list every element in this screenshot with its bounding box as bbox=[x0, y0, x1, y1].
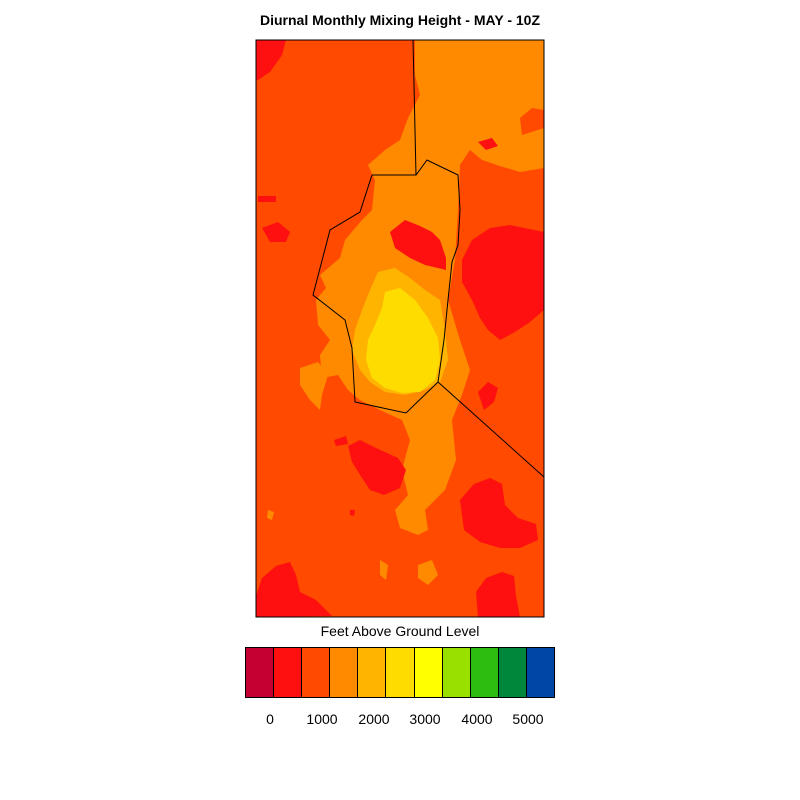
color-swatch bbox=[302, 648, 331, 697]
contour-red-west bbox=[262, 222, 290, 242]
contour-red-nw bbox=[256, 40, 286, 80]
color-swatch bbox=[498, 648, 527, 697]
contour-red-mid bbox=[348, 440, 406, 495]
legend-title: Feet Above Ground Level bbox=[320, 623, 480, 639]
color-swatch bbox=[246, 648, 275, 697]
color-swatch bbox=[526, 648, 555, 697]
contour-orange-east bbox=[415, 60, 544, 118]
legend-tick-label: 0 bbox=[266, 711, 274, 727]
contour-red-west-dot bbox=[258, 196, 276, 202]
contour-red-se bbox=[460, 478, 538, 548]
contour-red-s-dot bbox=[350, 510, 355, 516]
legend-tick-label: 1000 bbox=[306, 711, 338, 727]
color-swatch bbox=[358, 648, 387, 697]
contour-orange-s3 bbox=[267, 510, 274, 520]
legend-tick-label: 5000 bbox=[512, 711, 544, 727]
boundary-line-north bbox=[412, 40, 417, 176]
color-swatch bbox=[470, 648, 499, 697]
contour-red-east-small bbox=[478, 382, 498, 410]
legend-tick-label: 3000 bbox=[409, 711, 441, 727]
color-swatch bbox=[330, 648, 359, 697]
legend-tick-label: 4000 bbox=[461, 711, 493, 727]
legend-tick-label: 2000 bbox=[358, 711, 390, 727]
contour-orange-s1 bbox=[380, 560, 388, 580]
contour-orange-north bbox=[316, 40, 544, 535]
contour-yellow-core bbox=[366, 288, 440, 393]
map-title: Diurnal Monthly Mixing Height - MAY - 10… bbox=[259, 12, 540, 28]
color-swatch bbox=[442, 648, 471, 697]
contour-red-s bbox=[476, 572, 520, 617]
boundary-polygon bbox=[312, 159, 461, 414]
contour-orange-sw bbox=[300, 362, 328, 410]
color-swatch bbox=[414, 648, 443, 697]
contour-red-sw bbox=[256, 562, 332, 617]
contour-red-east bbox=[462, 225, 544, 340]
color-swatch bbox=[274, 648, 303, 697]
contour-red-ne-dot bbox=[478, 138, 498, 150]
contour-red-center bbox=[390, 220, 446, 270]
map-frame bbox=[255, 39, 545, 618]
boundary-line-southeast bbox=[437, 381, 544, 478]
color-swatch bbox=[386, 648, 415, 697]
contour-red-mid-dot bbox=[334, 436, 348, 446]
contour-orange-s2 bbox=[418, 560, 438, 585]
color-bar bbox=[245, 647, 555, 698]
legend-tick-labels: 0 1000 2000 3000 4000 5000 bbox=[0, 711, 800, 731]
